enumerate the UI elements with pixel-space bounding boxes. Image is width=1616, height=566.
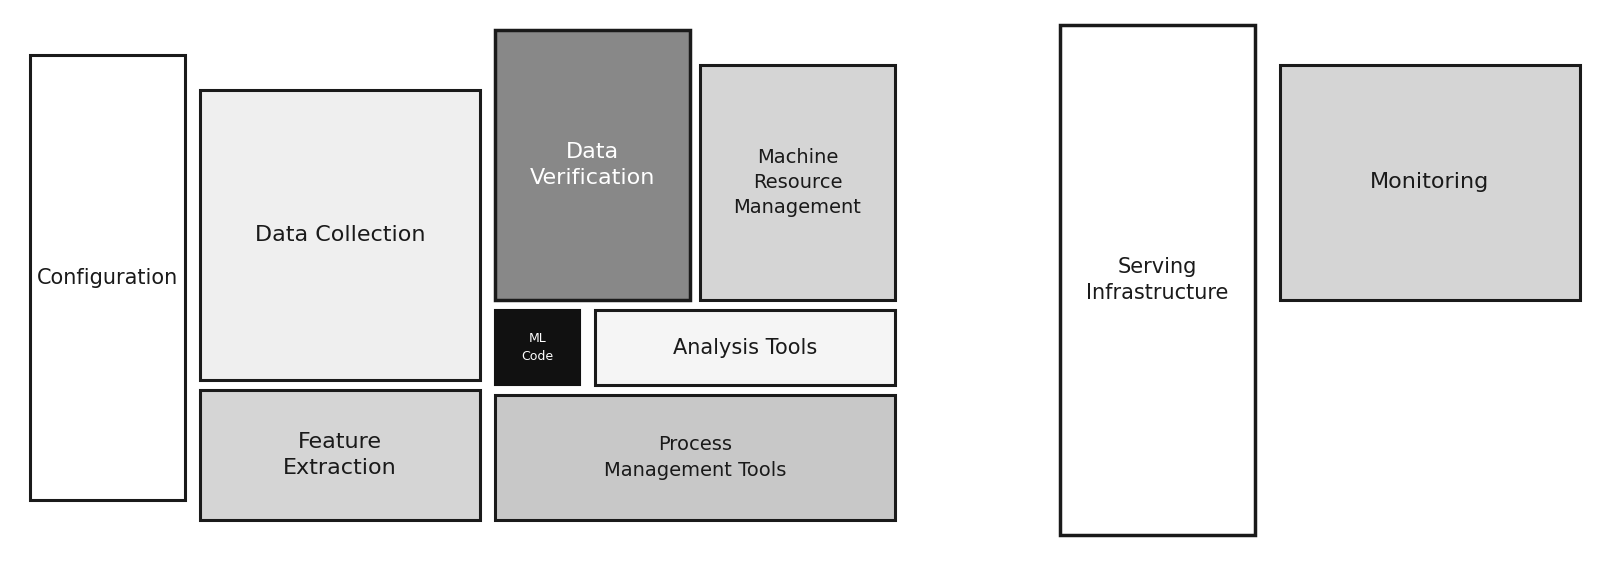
Text: ML
Code: ML Code	[522, 332, 554, 362]
Text: Process
Management Tools: Process Management Tools	[604, 435, 787, 479]
FancyBboxPatch shape	[31, 55, 184, 500]
FancyBboxPatch shape	[200, 90, 480, 380]
FancyBboxPatch shape	[494, 310, 580, 385]
FancyBboxPatch shape	[200, 390, 480, 520]
Text: Analysis Tools: Analysis Tools	[672, 337, 818, 358]
FancyBboxPatch shape	[595, 310, 895, 385]
Text: Configuration: Configuration	[37, 268, 178, 288]
Text: Data
Verification: Data Verification	[530, 142, 654, 188]
FancyBboxPatch shape	[700, 65, 895, 300]
FancyBboxPatch shape	[494, 30, 690, 300]
Text: Machine
Resource
Management: Machine Resource Management	[734, 148, 861, 217]
Text: Data Collection: Data Collection	[255, 225, 425, 245]
Text: Monitoring: Monitoring	[1370, 173, 1490, 192]
FancyBboxPatch shape	[494, 395, 895, 520]
Text: Feature
Extraction: Feature Extraction	[283, 432, 398, 478]
FancyBboxPatch shape	[1060, 25, 1256, 535]
FancyBboxPatch shape	[1280, 65, 1580, 300]
Text: Serving
Infrastructure: Serving Infrastructure	[1086, 257, 1228, 303]
